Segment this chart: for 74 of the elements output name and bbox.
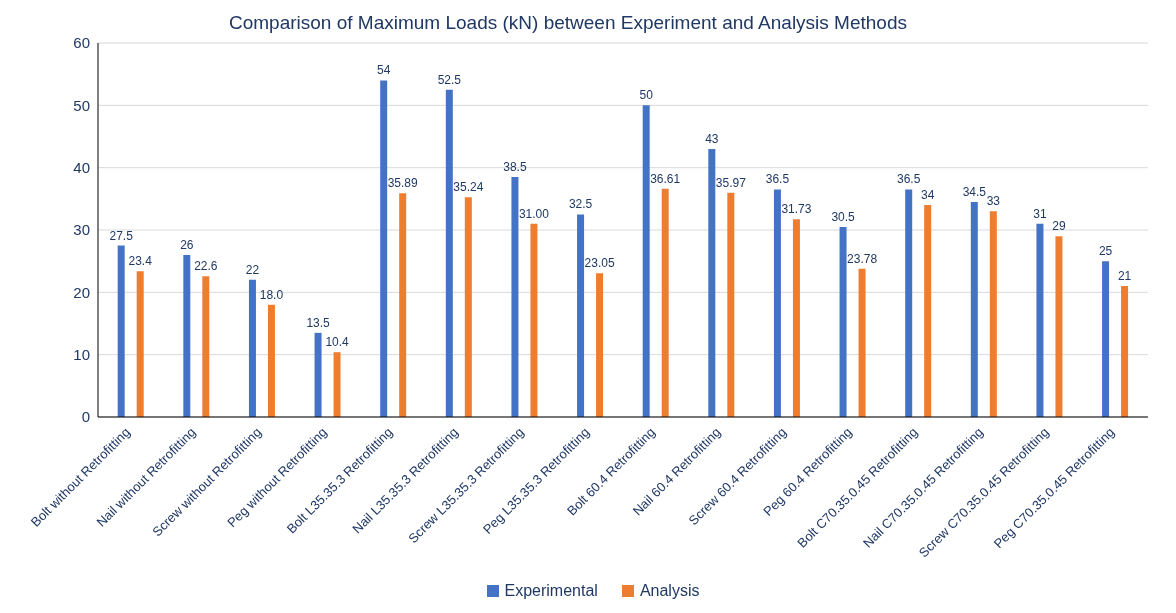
bar — [1102, 261, 1110, 417]
bar — [905, 189, 913, 417]
data-label: 36.5 — [897, 172, 921, 187]
data-label: 52.5 — [437, 72, 462, 87]
bar — [577, 214, 585, 417]
data-label: 43 — [705, 131, 719, 146]
bar — [708, 148, 716, 417]
bar — [117, 245, 125, 417]
y-tick-label: 30 — [73, 221, 90, 239]
bar — [399, 193, 407, 417]
bar — [970, 201, 978, 417]
bar — [1121, 286, 1129, 417]
data-label: 21 — [1117, 269, 1132, 284]
data-label: 22.6 — [194, 259, 218, 274]
bar — [727, 192, 735, 417]
data-label: 22 — [245, 262, 260, 277]
data-label: 31 — [1033, 206, 1047, 221]
bar — [464, 197, 472, 417]
bar — [267, 304, 275, 417]
data-label: 27.5 — [109, 228, 134, 243]
bar — [333, 352, 341, 417]
bar — [445, 89, 453, 417]
data-label: 25 — [1098, 244, 1113, 259]
bar — [839, 226, 847, 417]
bar — [773, 189, 781, 417]
data-label: 29 — [1052, 219, 1066, 234]
bar — [924, 205, 932, 417]
y-tick-label: 0 — [81, 408, 90, 426]
data-label: 26 — [180, 237, 194, 252]
chart-title: Comparison of Maximum Loads (kN) between Experiment and Analysis Methods — [228, 12, 908, 34]
data-label: 13.5 — [306, 315, 331, 330]
y-tick-label: 40 — [73, 158, 90, 176]
bar — [792, 219, 800, 417]
y-tick-label: 10 — [73, 345, 90, 363]
data-label: 23.05 — [584, 256, 615, 271]
data-label: 54 — [377, 63, 391, 78]
bar — [596, 273, 604, 417]
bar — [248, 279, 256, 417]
data-label: 10.4 — [325, 335, 350, 350]
bar — [511, 177, 519, 417]
bar — [380, 80, 388, 417]
bar — [314, 332, 322, 417]
data-label: 23.4 — [128, 254, 153, 269]
data-label: 31.00 — [518, 206, 550, 221]
data-label: 36.61 — [650, 171, 681, 186]
data-label: 32.5 — [568, 197, 593, 212]
y-tick-label: 50 — [73, 96, 90, 114]
data-label: 36.5 — [765, 172, 790, 187]
data-label: 50 — [639, 88, 654, 103]
data-label: 31.73 — [781, 202, 812, 217]
bar — [530, 223, 538, 417]
data-label: 38.5 — [503, 160, 527, 175]
data-label: 23.78 — [847, 251, 878, 266]
bar — [202, 276, 210, 417]
data-label: 34 — [921, 188, 935, 203]
legend-label: Analysis — [638, 582, 700, 600]
bar — [642, 105, 650, 417]
bar — [858, 268, 866, 417]
y-tick-label: 20 — [73, 283, 90, 301]
bar — [136, 271, 144, 417]
bar — [989, 211, 997, 417]
data-label: 33 — [986, 194, 1001, 209]
legend-label: Experimental — [503, 582, 598, 600]
data-label: 35.97 — [715, 175, 747, 190]
y-tick-label: 60 — [73, 34, 90, 52]
bar — [1055, 236, 1063, 417]
bar — [661, 188, 669, 417]
data-label: 35.24 — [453, 180, 484, 195]
bar — [1036, 223, 1044, 417]
bar — [183, 254, 191, 417]
data-label: 35.89 — [387, 176, 419, 191]
data-label: 34.5 — [962, 184, 987, 199]
data-label: 18.0 — [259, 287, 284, 302]
data-label: 30.5 — [831, 209, 856, 224]
